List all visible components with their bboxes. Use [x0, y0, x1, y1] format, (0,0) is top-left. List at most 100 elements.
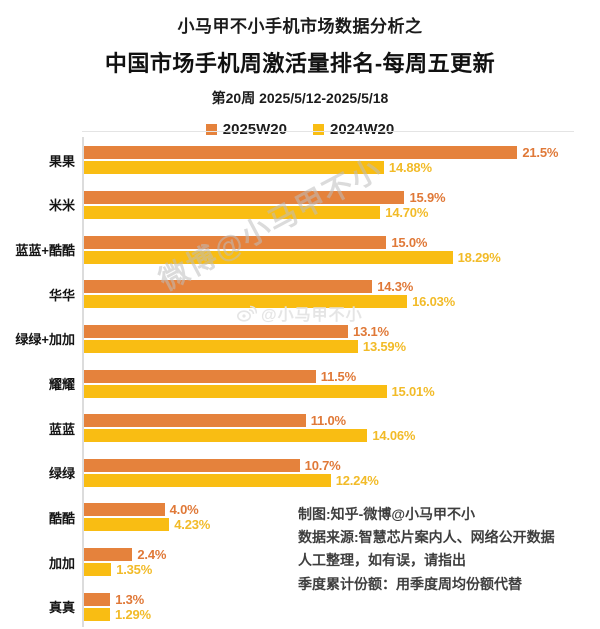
bar-line: 1.35%: [84, 562, 600, 578]
bar-line: 15.01%: [84, 383, 600, 399]
bar-line: 10.7%: [84, 457, 600, 473]
value-label: 21.5%: [522, 145, 559, 161]
value-label: 15.9%: [409, 189, 446, 205]
value-label: 4.23%: [174, 517, 211, 533]
category-label: 绿绿: [48, 466, 75, 482]
legend-label: 2024W20: [330, 121, 395, 138]
chart-row: 绿绿 10.7% 12.24%: [0, 450, 600, 495]
value-label: 14.88%: [388, 160, 432, 176]
value-label: 1.35%: [116, 562, 153, 578]
category-label: 果果: [48, 153, 75, 169]
value-label: 11.5%: [320, 368, 356, 384]
bar-2024w20: [84, 607, 110, 621]
bar-2024w20: [84, 339, 358, 353]
value-label: 13.1%: [353, 323, 389, 339]
bar-line: 4.0%: [84, 502, 600, 518]
value-label: 14.06%: [372, 428, 416, 444]
bar-2025w20: [84, 324, 349, 338]
bar-line: 16.03%: [84, 294, 600, 310]
bar-line: 14.88%: [84, 160, 600, 176]
bar-2025w20: [84, 146, 518, 160]
category-label: 耀耀: [48, 377, 75, 393]
bar-line: 4.23%: [84, 517, 600, 533]
bar-group: 15.9% 14.70%: [84, 189, 600, 220]
legend-item-2024w20: 2024W20: [313, 121, 394, 138]
chart-legend: 2025W20 2024W20: [0, 121, 600, 138]
value-label: 14.70%: [385, 204, 429, 220]
bar-group: 4.0% 4.23%: [84, 502, 600, 533]
legend-item-2025w20: 2025W20: [205, 121, 287, 138]
page-title: 中国市场手机周激活量排名-每周五更新: [104, 51, 496, 76]
bar-line: 14.06%: [84, 428, 600, 444]
bar-group: 21.5% 14.88%: [84, 145, 600, 176]
bar-2025w20: [84, 369, 316, 383]
chart-row: 真真 1.3% 1.29%: [0, 584, 600, 629]
date-range: 第20周 2025/5/12-2025/5/18: [211, 90, 389, 106]
bar-line: 11.0%: [84, 413, 600, 428]
category-label: 真真: [48, 600, 75, 616]
category-label: 蓝蓝+酷酷: [15, 243, 75, 259]
note-disclaimer: 人工整理，如有误，请指出: [298, 552, 466, 569]
bar-line: 14.3%: [84, 279, 600, 294]
bar-group: 13.1% 13.59%: [84, 323, 600, 354]
header: 小马甲不小手机市场数据分析之 中国市场手机周激活量排名-每周五更新 第20周 2…: [0, 0, 600, 138]
chart-row: 蓝蓝 11.0% 14.06%: [0, 406, 600, 451]
bar-line: 13.59%: [84, 338, 600, 354]
value-label: 18.29%: [457, 249, 501, 265]
chart-rows: 果果 21.5% 14.88% 米米 15.9% 14.70% 蓝蓝+酷酷 15.0% 18.2…: [0, 138, 600, 629]
value-label: 4.0%: [169, 502, 199, 518]
chart-row: 绿绿+加加 13.1% 13.59%: [0, 317, 600, 362]
bar-2025w20: [84, 548, 133, 562]
bar-group: 14.3% 16.03%: [84, 279, 600, 310]
bar-2024w20: [84, 429, 368, 443]
category-label: 酷酷: [48, 510, 75, 526]
bar-2025w20: [84, 414, 306, 428]
plot-top-border: [82, 131, 574, 132]
footer-notes: 制图:知乎-微博@小马甲不小 数据来源:智慧芯片案内人、网络公开数据 人工整理，…: [298, 503, 555, 596]
value-label: 13.59%: [362, 338, 406, 354]
bar-2024w20: [84, 473, 331, 487]
bar-2024w20: [84, 563, 112, 577]
bar-2025w20: [84, 235, 387, 249]
value-label: 16.03%: [412, 294, 455, 310]
bar-2024w20: [84, 518, 170, 532]
bar-line: 11.5%: [84, 368, 600, 384]
value-label: 1.29%: [115, 606, 151, 622]
bar-line: 18.29%: [84, 249, 600, 265]
bar-2024w20: [84, 205, 381, 219]
chart-row: 酷酷 4.0% 4.23%: [0, 495, 600, 540]
value-label: 2.4%: [137, 547, 167, 563]
bar-group: 11.5% 15.01%: [84, 368, 600, 399]
chart-row: 蓝蓝+酷酷 15.0% 18.29%: [0, 227, 600, 272]
y-axis-line: [82, 137, 84, 627]
bar-2025w20: [84, 458, 300, 472]
bar-line: 15.9%: [84, 189, 600, 205]
bar-line: 1.29%: [84, 606, 600, 622]
bar-line: 1.3%: [84, 592, 600, 607]
value-label: 10.7%: [304, 457, 341, 473]
category-label: 绿绿+加加: [15, 332, 75, 348]
bar-2024w20: [84, 250, 453, 264]
bar-line: 2.4%: [84, 547, 600, 563]
bar-line: 15.0%: [84, 235, 600, 250]
bar-2025w20: [84, 592, 111, 606]
bar-line: 12.24%: [84, 472, 600, 488]
bar-group: 15.0% 18.29%: [84, 235, 600, 265]
chart-row: 华华 14.3% 16.03%: [0, 272, 600, 317]
bar-group: 1.3% 1.29%: [84, 592, 600, 622]
bar-2025w20: [84, 190, 405, 204]
bar-group: 11.0% 14.06%: [84, 413, 600, 444]
legend-swatch-icon: [205, 124, 217, 135]
chart-row: 加加 2.4% 1.35%: [0, 540, 600, 585]
legend-swatch-icon: [313, 124, 324, 135]
note-source: 数据来源:智慧芯片案内人、网络公开数据: [298, 529, 555, 546]
value-label: 15.01%: [391, 383, 435, 399]
legend-label: 2025W20: [222, 121, 287, 138]
bar-2025w20: [84, 280, 373, 294]
bar-group: 2.4% 1.35%: [84, 547, 600, 578]
bar-2024w20: [84, 384, 387, 398]
chart-row: 米米 15.9% 14.70%: [0, 183, 600, 228]
bar-2024w20: [84, 161, 384, 175]
value-label: 12.24%: [335, 472, 379, 488]
series-subtitle: 小马甲不小手机市场数据分析之: [177, 17, 423, 36]
